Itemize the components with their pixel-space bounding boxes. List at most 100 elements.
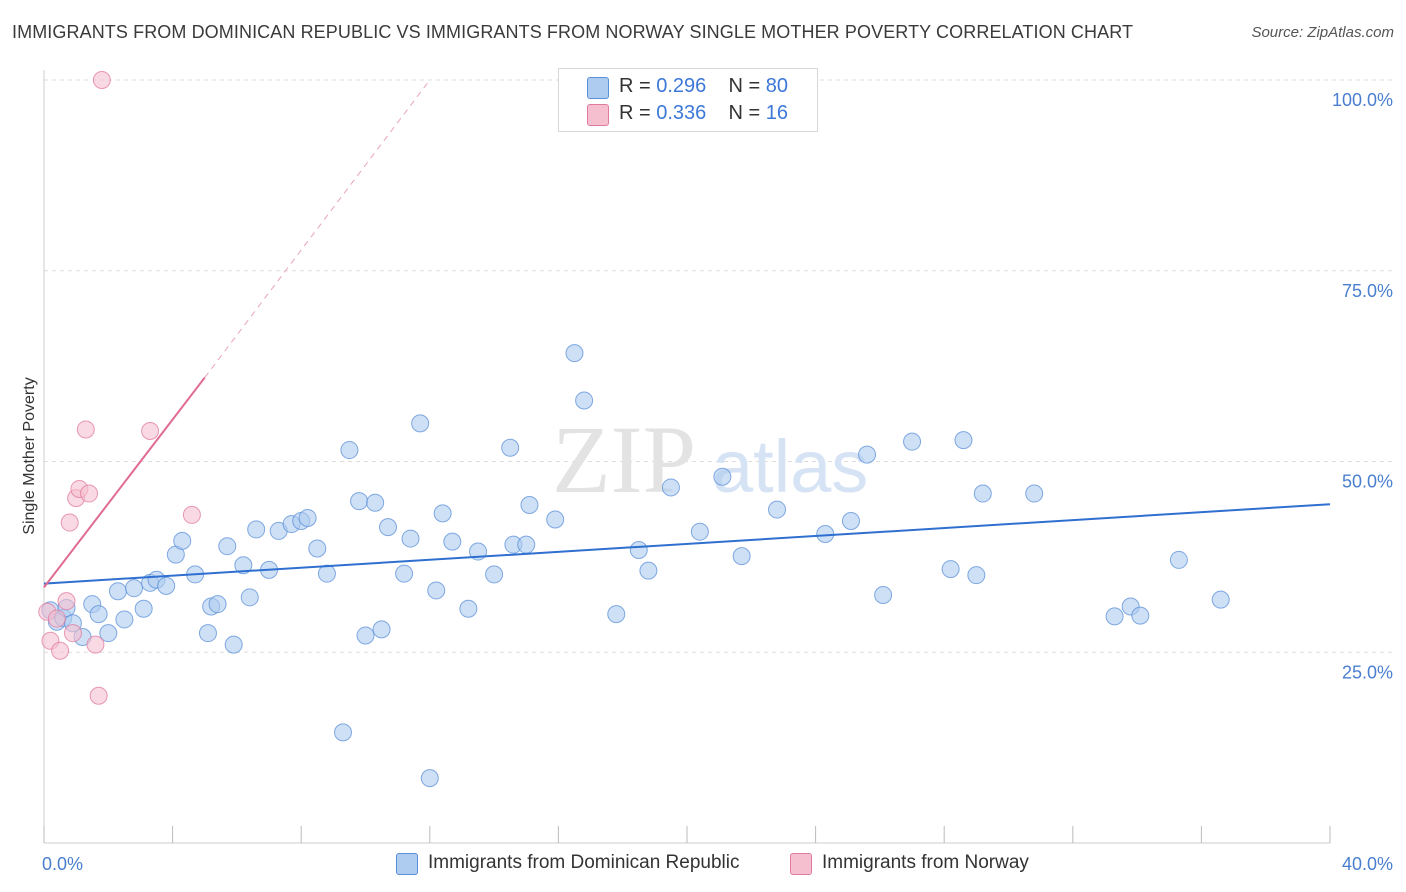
point-dominican xyxy=(366,493,385,512)
point-dominican xyxy=(713,467,732,486)
point-dominican xyxy=(639,561,658,580)
point-dominican xyxy=(356,626,375,645)
point-dominican xyxy=(224,635,243,654)
x-tick-label: 40.0% xyxy=(1342,854,1393,874)
point-dominican xyxy=(607,605,626,624)
point-norway xyxy=(47,609,66,628)
point-dominican xyxy=(125,579,144,598)
legend-swatch-blue xyxy=(587,77,609,99)
trend-layer xyxy=(43,79,1331,589)
point-dominican xyxy=(317,564,336,583)
point-dominican xyxy=(198,624,217,643)
point-dominican xyxy=(420,769,439,788)
point-dominican xyxy=(501,438,520,457)
point-dominican xyxy=(247,520,266,539)
y-tick-label: 100.0% xyxy=(1332,90,1393,110)
point-dominican xyxy=(433,504,452,523)
point-dominican xyxy=(401,529,420,548)
legend-r-label: R = xyxy=(619,102,657,124)
x-tick-label: 0.0% xyxy=(42,854,83,874)
point-norway xyxy=(57,592,76,611)
point-dominican xyxy=(134,599,153,618)
point-norway xyxy=(92,71,111,89)
series-label-norway: Immigrants from Norway xyxy=(822,852,1029,873)
point-dominican xyxy=(372,620,391,639)
point-dominican xyxy=(1211,590,1230,609)
point-dominican xyxy=(1025,484,1044,503)
grid-layer xyxy=(44,79,1392,653)
watermark: ZIP atlas xyxy=(552,406,868,513)
point-dominican xyxy=(816,524,835,543)
legend-r-value: 0.296 xyxy=(656,75,707,97)
point-dominican xyxy=(308,539,327,558)
point-dominican xyxy=(690,522,709,541)
point-dominican xyxy=(298,508,317,527)
point-dominican xyxy=(973,484,992,503)
point-dominican xyxy=(459,599,478,618)
axes-layer xyxy=(43,70,1331,844)
point-dominican xyxy=(89,605,108,624)
legend-n-label: N = xyxy=(728,102,766,124)
y-tick-label: 75.0% xyxy=(1342,281,1393,301)
legend-n-value: 16 xyxy=(765,102,789,124)
point-dominican xyxy=(1131,606,1150,625)
point-dominican xyxy=(517,535,536,554)
correlation-legend: R = 0.296 N = 80 R = 0.336 N = 16 xyxy=(558,68,818,132)
point-dominican xyxy=(208,595,227,614)
y-tick-label: 25.0% xyxy=(1342,662,1393,682)
trend-extension-norway xyxy=(204,79,431,378)
legend-text-norway: R = 0.336 N = 16 xyxy=(619,102,788,125)
series-label-dominican: Immigrants from Dominican Republic xyxy=(428,852,740,873)
chart-title: IMMIGRANTS FROM DOMINICAN REPUBLIC VS IM… xyxy=(12,22,1134,42)
point-dominican xyxy=(954,431,973,450)
trend-line-norway xyxy=(43,376,206,589)
point-dominican xyxy=(234,556,253,575)
point-dominican xyxy=(1169,550,1188,569)
point-dominican xyxy=(379,518,398,537)
legend-n-label: N = xyxy=(728,75,766,97)
point-dominican xyxy=(108,582,127,601)
point-dominican xyxy=(546,510,565,529)
point-dominican xyxy=(858,445,877,464)
point-dominican xyxy=(99,624,118,643)
source-credit: Source: ZipAtlas.com xyxy=(1251,24,1394,41)
point-dominican xyxy=(967,566,986,585)
point-dominican xyxy=(841,512,860,531)
point-dominican xyxy=(218,537,237,556)
legend-n-value: 80 xyxy=(765,75,789,97)
point-dominican xyxy=(629,541,648,560)
point-norway xyxy=(51,641,70,660)
point-norway xyxy=(89,686,108,705)
point-norway xyxy=(182,505,201,524)
legend-text-dominican: R = 0.296 N = 80 xyxy=(619,75,788,98)
point-dominican xyxy=(173,531,192,550)
watermark-atlas: atlas xyxy=(712,425,868,508)
point-norway xyxy=(86,635,105,654)
point-dominican xyxy=(427,581,446,600)
watermark-zip: ZIP xyxy=(552,406,696,513)
point-dominican xyxy=(485,565,504,584)
trend-line-dominican xyxy=(43,503,1331,585)
series-swatch-pink xyxy=(790,853,812,875)
point-norway xyxy=(60,513,79,532)
point-dominican xyxy=(1105,607,1124,626)
point-dominican xyxy=(520,495,539,514)
point-dominican xyxy=(157,576,176,595)
point-dominican xyxy=(732,547,751,566)
point-dominican xyxy=(350,492,369,511)
legend-r-label: R = xyxy=(619,75,657,97)
point-dominican xyxy=(565,344,584,363)
point-norway xyxy=(63,624,82,643)
y-tick-label: 50.0% xyxy=(1342,472,1393,492)
point-norway xyxy=(76,420,95,439)
point-dominican xyxy=(575,391,594,410)
series-swatch-blue xyxy=(396,853,418,875)
point-dominican xyxy=(333,723,352,742)
point-dominican xyxy=(443,532,462,551)
point-dominican xyxy=(395,564,414,583)
y-axis-title: Single Mother Poverty xyxy=(21,377,38,534)
axis-labels: 25.0% 50.0% 75.0% 100.0% 0.0% 40.0% Single Mot… xyxy=(21,90,1393,874)
legend-swatch-pink xyxy=(587,104,609,126)
point-dominican xyxy=(411,414,430,433)
